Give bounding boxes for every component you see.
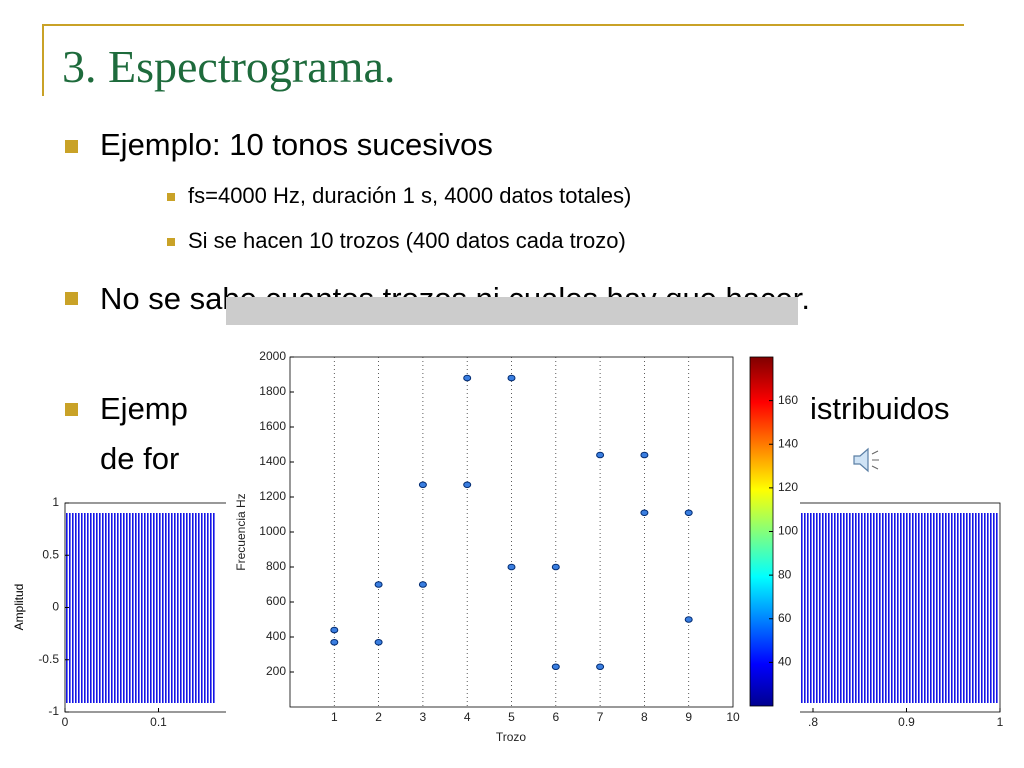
bullet: [167, 193, 175, 201]
x-tick-label: 1: [997, 715, 1004, 729]
x-tick-label: 0.9: [898, 715, 915, 729]
colorbar-tick-label: 140: [778, 436, 798, 450]
y-tick-label: 1: [52, 495, 59, 509]
x-tick-label: 5: [508, 710, 515, 724]
colorbar-tick-label: 40: [778, 655, 792, 669]
border-v: [42, 24, 44, 96]
y-tick-label: 1400: [259, 454, 286, 468]
point: [596, 663, 605, 671]
point: [507, 563, 516, 571]
y-tick-label: -0.5: [38, 652, 59, 666]
x-tick-label: 9: [685, 710, 692, 724]
colorbar-tick-label: 80: [778, 567, 792, 581]
bullet: [65, 292, 78, 305]
point: [507, 374, 516, 382]
x-tick-label: 2: [375, 710, 382, 724]
point: [330, 626, 339, 634]
point: [684, 509, 693, 517]
plot-frame: [289, 356, 734, 708]
point: [463, 481, 472, 489]
x-tick-label: 4: [464, 710, 471, 724]
x-tick-label: .8: [808, 715, 818, 729]
y-tick-label: 1600: [259, 419, 286, 433]
y-tick-label: 800: [266, 559, 286, 573]
point: [596, 451, 605, 459]
y-tick-label: 400: [266, 629, 286, 643]
speaker-icon[interactable]: [850, 445, 882, 475]
spectrogram-chart: Trozo Frecuencia Hz 1 2 3 4 5 6 7 8 9 10 200 400 600…: [226, 297, 800, 752]
point: [640, 451, 649, 459]
x-tick-label: 8: [641, 710, 648, 724]
point: [463, 374, 472, 382]
point: [330, 638, 339, 646]
y-tick-label: 0.5: [42, 547, 59, 561]
y-tick-label: -1: [48, 704, 59, 718]
point: [374, 638, 383, 646]
waveform: [800, 513, 999, 703]
point: [551, 663, 560, 671]
y-axis-label: Frecuencia Hz: [234, 493, 248, 570]
y-tick-label: 1200: [259, 489, 286, 503]
y-tick-label: 2000: [259, 349, 286, 363]
x-axis-label: Trozo: [496, 730, 527, 744]
bullet-text: de for: [100, 441, 180, 476]
y-tick-label: 0: [52, 600, 59, 614]
bullet: [65, 403, 78, 416]
y-tick-label: 1800: [259, 384, 286, 398]
colorbar-tick-label: 120: [778, 480, 798, 494]
point: [640, 509, 649, 517]
y-tick-label: 1000: [259, 524, 286, 538]
bullet-text: istribuidos: [810, 391, 950, 426]
bullet: [65, 140, 78, 153]
bullet-text: Ejemp: [100, 391, 188, 426]
point: [551, 563, 560, 571]
x-tick-label: 1: [331, 710, 338, 724]
point: [418, 481, 427, 489]
bullet-text: Si se hacen 10 trozos (400 datos cada tr…: [188, 228, 626, 253]
y-axis-label: Amplitud: [12, 584, 26, 631]
x-tick-label: 7: [597, 710, 604, 724]
colorbar-tick-label: 60: [778, 611, 792, 625]
border-h: [42, 24, 964, 26]
colorbar-tick-label: 100: [778, 524, 798, 538]
point: [684, 616, 693, 623]
x-tick-label: 6: [552, 710, 559, 724]
x-tick-label: 0.1: [150, 715, 167, 729]
x-tick-label: 10: [726, 710, 740, 724]
colorbar-tick-label: 160: [778, 393, 798, 407]
point: [374, 581, 383, 588]
slide-title: 3. Espectrograma.: [62, 41, 396, 92]
bullet: [167, 238, 175, 246]
x-tick-label: 0: [62, 715, 69, 729]
y-tick-label: 600: [266, 594, 286, 608]
bullet-text: Ejemplo: 10 tonos sucesivos: [100, 127, 493, 162]
x-tick-label: 3: [420, 710, 427, 724]
y-tick-label: 200: [266, 664, 286, 678]
figure-toolbar: [226, 297, 798, 325]
waveform: [66, 513, 216, 703]
bullet-text: fs=4000 Hz, duración 1 s, 4000 datos tot…: [188, 183, 632, 208]
point: [418, 581, 427, 588]
